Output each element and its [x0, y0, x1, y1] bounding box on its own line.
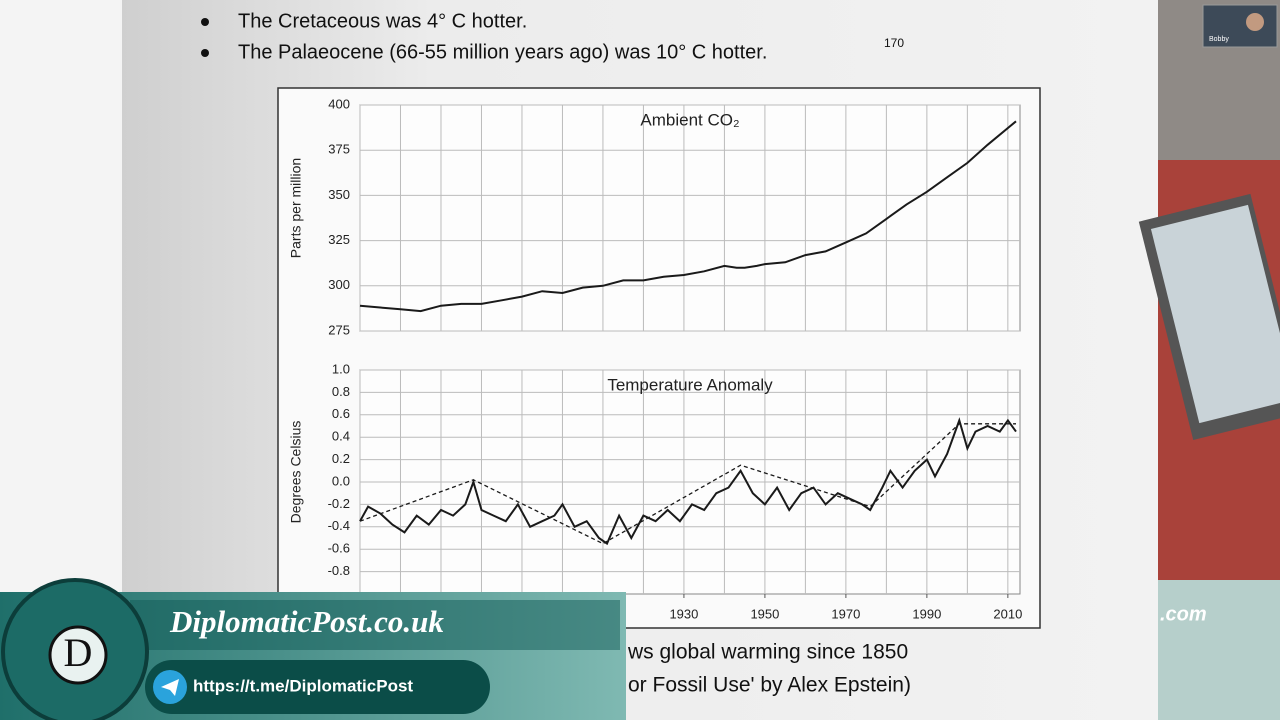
webcam-face	[1246, 13, 1264, 31]
webcam-thumbnail	[1202, 4, 1278, 48]
bullet	[201, 18, 209, 26]
y-tick-label: -0.2	[328, 496, 350, 511]
caption: or Fossil Use' by Alex Epstein)	[628, 674, 911, 697]
y-axis-label: Parts per million	[288, 158, 304, 258]
logo-letter: D	[64, 630, 93, 675]
y-tick-label: 300	[328, 277, 350, 292]
y-tick-label: 0.8	[332, 384, 350, 399]
x-tick-label: 1930	[669, 606, 698, 621]
x-tick-label: 2010	[993, 606, 1022, 621]
link-pill[interactable]	[145, 660, 490, 714]
bullet	[201, 49, 209, 57]
data-line	[359, 120, 1017, 313]
y-tick-label: 0.2	[332, 451, 350, 466]
y-tick-label: 1.0	[332, 361, 350, 376]
banner-right	[1158, 580, 1280, 720]
y-tick-label: -0.8	[328, 563, 350, 578]
caption: ws global warming since 1850	[627, 641, 908, 664]
tv-picture	[1150, 204, 1280, 424]
y-tick-label: 0.4	[332, 429, 350, 444]
clock-center	[48, 625, 108, 685]
chart-title: Ambient CO₂	[640, 110, 739, 129]
trend-line	[359, 423, 1016, 545]
plot-area	[359, 104, 1021, 332]
y-tick-label: 350	[328, 187, 350, 202]
banner-strip	[130, 600, 620, 650]
y-tick-label: -0.6	[328, 541, 350, 556]
x-tick-label: 1990	[912, 606, 941, 621]
site-name: DiplomaticPost.co.uk	[169, 604, 444, 639]
x-tick-label: 1970	[831, 606, 860, 621]
charts: 275 300 325 350 375 400 Ambient CO₂ Parts per m…	[288, 96, 1023, 621]
y-tick-label: 275	[328, 322, 350, 337]
y-tick-label: 0.0	[332, 473, 350, 488]
y-tick-label: 0.6	[332, 406, 350, 421]
bullet-text: The Palaeocene (66-55 million years ago)…	[238, 41, 767, 63]
webcam-label: Bobby	[1209, 36, 1229, 43]
y-axis-label: Degrees Celsius	[288, 421, 304, 524]
x-tick-label: 1950	[750, 606, 779, 621]
data-line	[359, 417, 1017, 546]
site-fragment: .com	[1160, 603, 1207, 625]
bullet-text: The Cretaceous was 4° C hotter.	[238, 10, 527, 32]
y-tick-label: 400	[328, 96, 350, 111]
y-tick-label: 375	[328, 142, 350, 157]
telegram-plane	[161, 679, 179, 696]
y-tick-label: -0.4	[328, 518, 350, 533]
footnote-marker: 170	[884, 36, 904, 50]
y-tick-label: 325	[328, 232, 350, 247]
telegram-link[interactable]: https://t.me/DiplomaticPost	[193, 676, 413, 695]
chart-title: Temperature Anomaly	[607, 375, 773, 394]
